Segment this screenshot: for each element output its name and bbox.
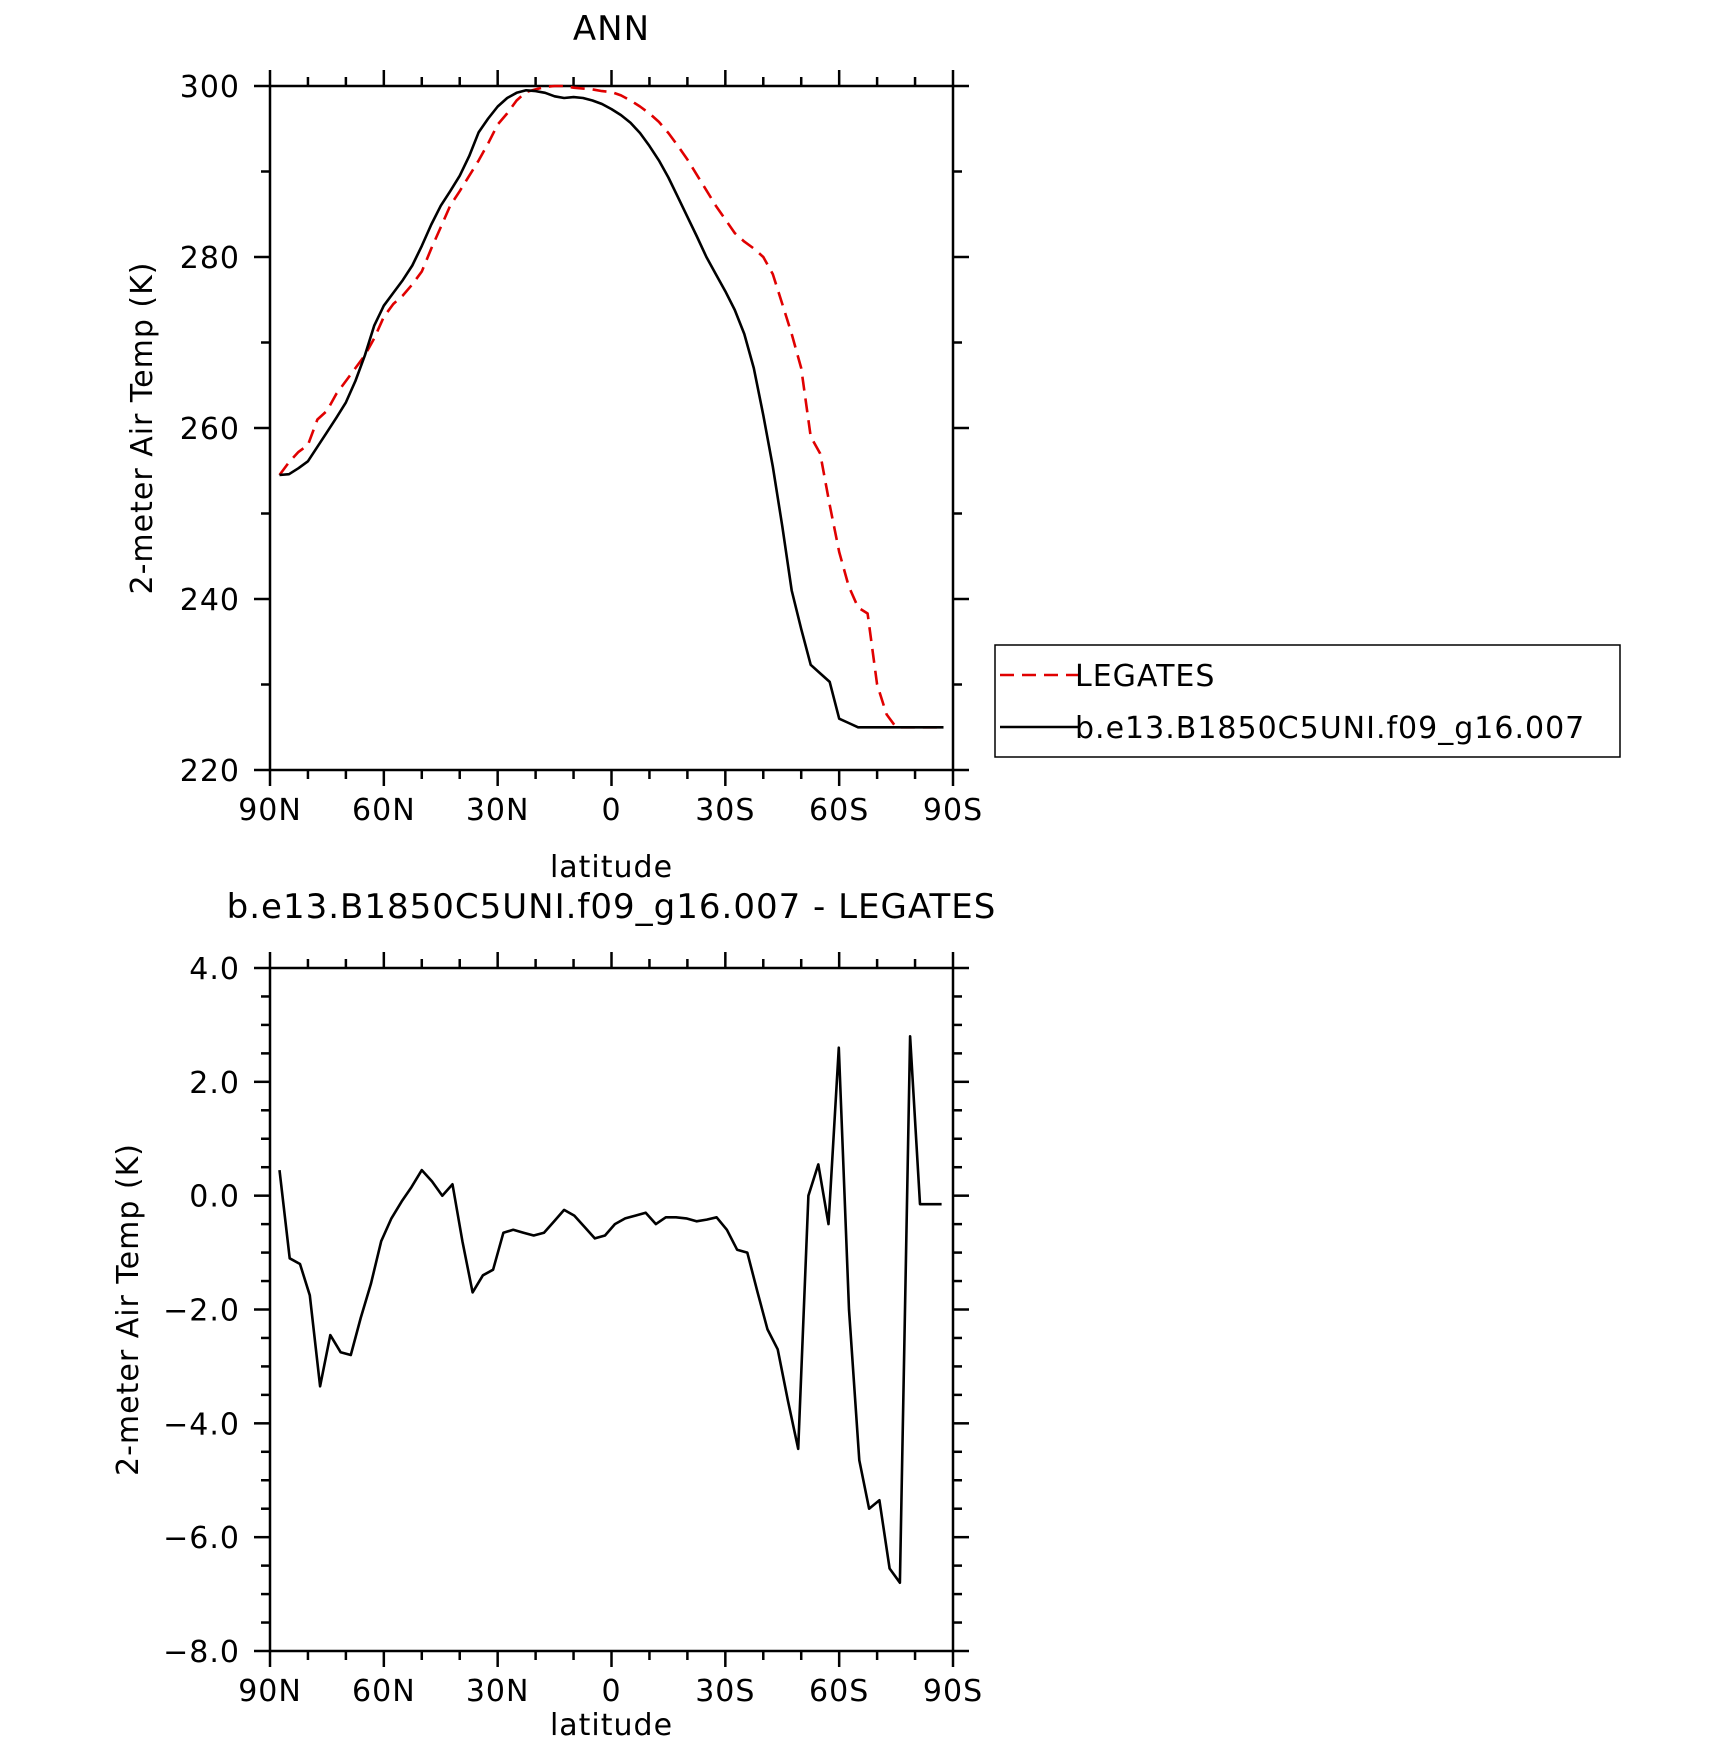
y-tick-label: 0.0	[189, 1180, 240, 1215]
chart-title: b.e13.B1850C5UNI.f09_g16.007 - LEGATES	[227, 887, 997, 927]
x-tick-label: 0	[601, 1674, 621, 1709]
y-tick-label: 260	[180, 412, 240, 447]
legend-box	[994, 644, 1621, 758]
y-tick-label: 2.0	[189, 1066, 240, 1101]
chart-temperature-difference: b.e13.B1850C5UNI.f09_g16.007 - LEGATES 90…	[111, 887, 997, 1743]
chart-annual-temperature: ANN 90N 60N 30N 0 30S 60S 90S 300 280 260 240 220 lat…	[125, 9, 1621, 885]
series-line-0	[278, 1035, 942, 1584]
x-tick-label: 90S	[923, 1674, 983, 1709]
plot-frame	[268, 84, 955, 772]
series-line-1	[279, 89, 944, 729]
y-tick-label: −4.0	[163, 1407, 240, 1442]
series-line-0	[278, 84, 944, 729]
y-tick-label: 280	[180, 241, 240, 276]
x-tick-label: 30N	[466, 793, 530, 828]
y-tick-label: 240	[180, 583, 240, 618]
x-tick-label: 90N	[238, 793, 302, 828]
y-tick-label: −2.0	[163, 1294, 240, 1329]
x-tick-label: 60S	[809, 1674, 869, 1709]
x-tick-label: 30S	[695, 793, 755, 828]
x-axis-label: latitude	[550, 850, 673, 885]
x-axis-label: latitude	[550, 1708, 673, 1743]
x-tick-label: 60N	[352, 793, 416, 828]
y-tick-label: −8.0	[163, 1635, 240, 1670]
y-tick-label: 220	[180, 754, 240, 789]
y-tick-label: −6.0	[163, 1521, 240, 1556]
x-tick-label: 60N	[352, 1674, 416, 1709]
chart-title: ANN	[573, 9, 650, 49]
x-tick-label: 30S	[695, 1674, 755, 1709]
x-tick-label: 90S	[923, 793, 983, 828]
legend-label-0: LEGATES	[1075, 659, 1215, 694]
legend-label-1: b.e13.B1850C5UNI.f09_g16.007	[1075, 711, 1585, 746]
x-tick-label: 30N	[466, 1674, 530, 1709]
y-tick-label: 4.0	[189, 952, 240, 987]
x-tick-label: 0	[601, 793, 621, 828]
y-axis-label: 2-meter Air Temp (K)	[111, 1143, 146, 1476]
y-axis-label: 2-meter Air Temp (K)	[125, 262, 160, 595]
y-tick-label: 300	[180, 70, 240, 105]
x-tick-label: 90N	[238, 1674, 302, 1709]
x-tick-label: 60S	[809, 793, 869, 828]
plot-frame	[268, 966, 955, 1653]
